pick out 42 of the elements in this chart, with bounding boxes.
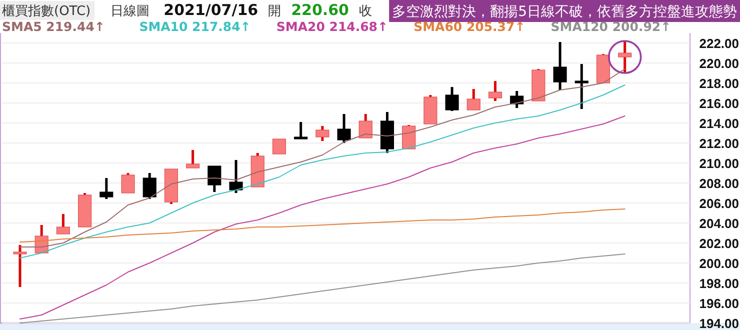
candlestick [142, 172, 156, 200]
candlestick [510, 90, 524, 110]
candlestick [272, 138, 286, 154]
candlestick [121, 172, 135, 194]
chart-title: 櫃買指數(OTC) [2, 4, 91, 19]
candlestick [208, 164, 222, 194]
candlestick [488, 80, 502, 102]
chart-subtitle: 日線圖 [110, 4, 150, 19]
y-tick-label: 196.00 [699, 296, 739, 311]
candlestick [618, 40, 632, 74]
y-tick-label: 194.00 [699, 316, 739, 330]
text: 收 [358, 4, 372, 19]
y-tick-label: 198.00 [699, 276, 739, 291]
candlestick [56, 212, 70, 236]
candlestick [294, 120, 308, 140]
y-tick-label: 204.00 [699, 216, 739, 231]
candlestick [466, 88, 480, 112]
candlestick [445, 86, 459, 112]
y-tick-label: 208.00 [699, 176, 739, 191]
candlestick [100, 176, 114, 200]
y-tick-label: 214.00 [699, 116, 739, 131]
y-tick-label: 202.00 [699, 236, 739, 251]
y-tick-label: 212.00 [699, 136, 739, 151]
y-tick-label: 218.00 [699, 76, 739, 91]
y-tick-label: 216.00 [699, 96, 739, 111]
y-tick-label: 222.00 [699, 36, 739, 51]
y-tick-label: 200.00 [699, 256, 739, 271]
text: 2021/07/16 [164, 1, 258, 19]
candlestick [13, 244, 27, 288]
candlestick [186, 148, 200, 170]
text: 220.60 [291, 1, 349, 19]
candlestick [337, 112, 351, 144]
y-tick-label: 210.00 [699, 156, 739, 171]
candlestick [553, 40, 567, 92]
text: 多空激烈對決，翻揚5日線不破，依舊多方控盤進攻態勢 [392, 4, 737, 20]
candlestick [358, 112, 372, 140]
candlestick [316, 124, 330, 142]
candlestick [229, 158, 243, 194]
y-tick-label: 220.00 [699, 56, 739, 71]
text: 開 [268, 4, 282, 19]
y-tick-label: 206.00 [699, 196, 739, 211]
candlestick [574, 62, 588, 110]
